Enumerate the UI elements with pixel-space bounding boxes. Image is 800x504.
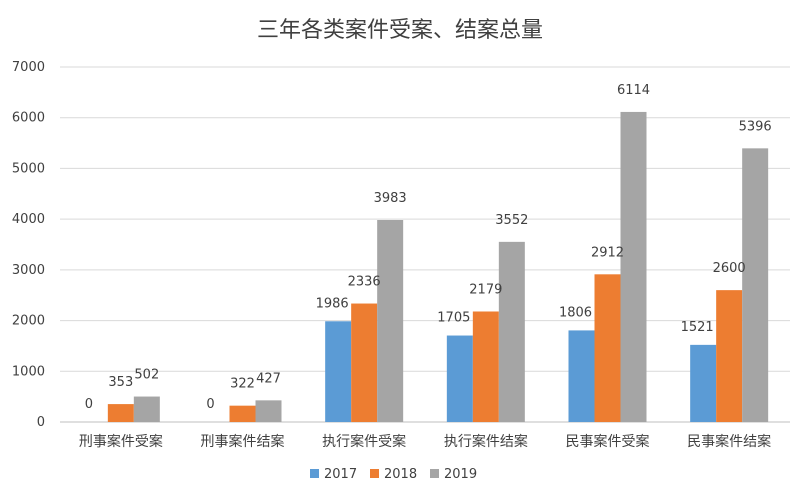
legend-label: 2017 bbox=[324, 467, 357, 482]
bars bbox=[107, 111, 769, 423]
data-label: 322 bbox=[230, 377, 255, 392]
data-label: 1806 bbox=[559, 305, 592, 320]
bar-2019 bbox=[133, 396, 160, 422]
data-label: 1705 bbox=[437, 311, 470, 326]
y-tick-label: 0 bbox=[37, 415, 45, 430]
legend-label: 2018 bbox=[384, 467, 417, 482]
data-label: 1521 bbox=[681, 320, 714, 335]
y-tick-label: 7000 bbox=[12, 60, 45, 75]
bar-2018 bbox=[107, 404, 134, 422]
data-label: 0 bbox=[206, 397, 214, 412]
data-label: 3552 bbox=[495, 213, 528, 228]
chart-title: 三年各类案件受案、结案总量 bbox=[257, 18, 543, 43]
legend: 2017 2018 2019 bbox=[310, 467, 477, 482]
bar-2017 bbox=[446, 335, 473, 422]
gridlines bbox=[60, 66, 790, 423]
legend-swatch-2018 bbox=[370, 469, 379, 478]
y-tick-label: 4000 bbox=[12, 212, 45, 227]
bar-2019 bbox=[742, 148, 769, 423]
data-label: 5396 bbox=[739, 119, 772, 134]
bar-2018 bbox=[472, 311, 499, 422]
x-axis-categories: 刑事案件受案 刑事案件结案 执行案件受案 执行案件结案 民事案件受案 民事案件结案 bbox=[79, 433, 771, 450]
data-label: 353 bbox=[108, 375, 133, 390]
y-tick-label: 3000 bbox=[12, 263, 45, 278]
legend-swatch-2019 bbox=[430, 469, 439, 478]
bar-2019 bbox=[377, 220, 404, 422]
x-category-label: 刑事案件受案 bbox=[79, 433, 163, 450]
data-label: 427 bbox=[256, 371, 281, 386]
bar-2018 bbox=[594, 274, 621, 422]
y-axis-ticks: 0 1000 2000 3000 4000 5000 6000 7000 bbox=[12, 60, 45, 430]
y-tick-label: 5000 bbox=[12, 161, 45, 176]
x-category-label: 刑事案件结案 bbox=[201, 433, 285, 450]
x-category-label: 执行案件结案 bbox=[444, 433, 528, 450]
x-category-label: 民事案件受案 bbox=[566, 433, 650, 450]
bar-2017 bbox=[690, 344, 717, 422]
y-tick-label: 1000 bbox=[12, 364, 45, 379]
bar-2019 bbox=[620, 111, 647, 422]
data-label: 2179 bbox=[469, 282, 502, 297]
legend-label: 2019 bbox=[444, 467, 477, 482]
bar-2018 bbox=[351, 303, 378, 422]
x-category-label: 民事案件结案 bbox=[687, 433, 771, 450]
bar-2017 bbox=[568, 330, 595, 422]
bar-2018 bbox=[716, 290, 743, 422]
y-tick-label: 6000 bbox=[12, 111, 45, 126]
x-category-label: 执行案件受案 bbox=[322, 433, 406, 450]
bar-2019 bbox=[255, 400, 282, 422]
data-label: 1986 bbox=[316, 296, 349, 311]
y-tick-label: 2000 bbox=[12, 314, 45, 329]
legend-swatch-2017 bbox=[310, 469, 319, 478]
data-label: 0 bbox=[85, 397, 93, 412]
data-label: 3983 bbox=[374, 191, 407, 206]
data-label: 2912 bbox=[591, 245, 624, 260]
data-label: 2600 bbox=[713, 261, 746, 276]
data-label: 6114 bbox=[617, 83, 650, 98]
bar-2018 bbox=[229, 405, 256, 422]
data-label: 502 bbox=[134, 368, 159, 383]
bar-2017 bbox=[325, 321, 352, 422]
bar-2019 bbox=[498, 241, 525, 422]
data-label: 2336 bbox=[348, 275, 381, 290]
